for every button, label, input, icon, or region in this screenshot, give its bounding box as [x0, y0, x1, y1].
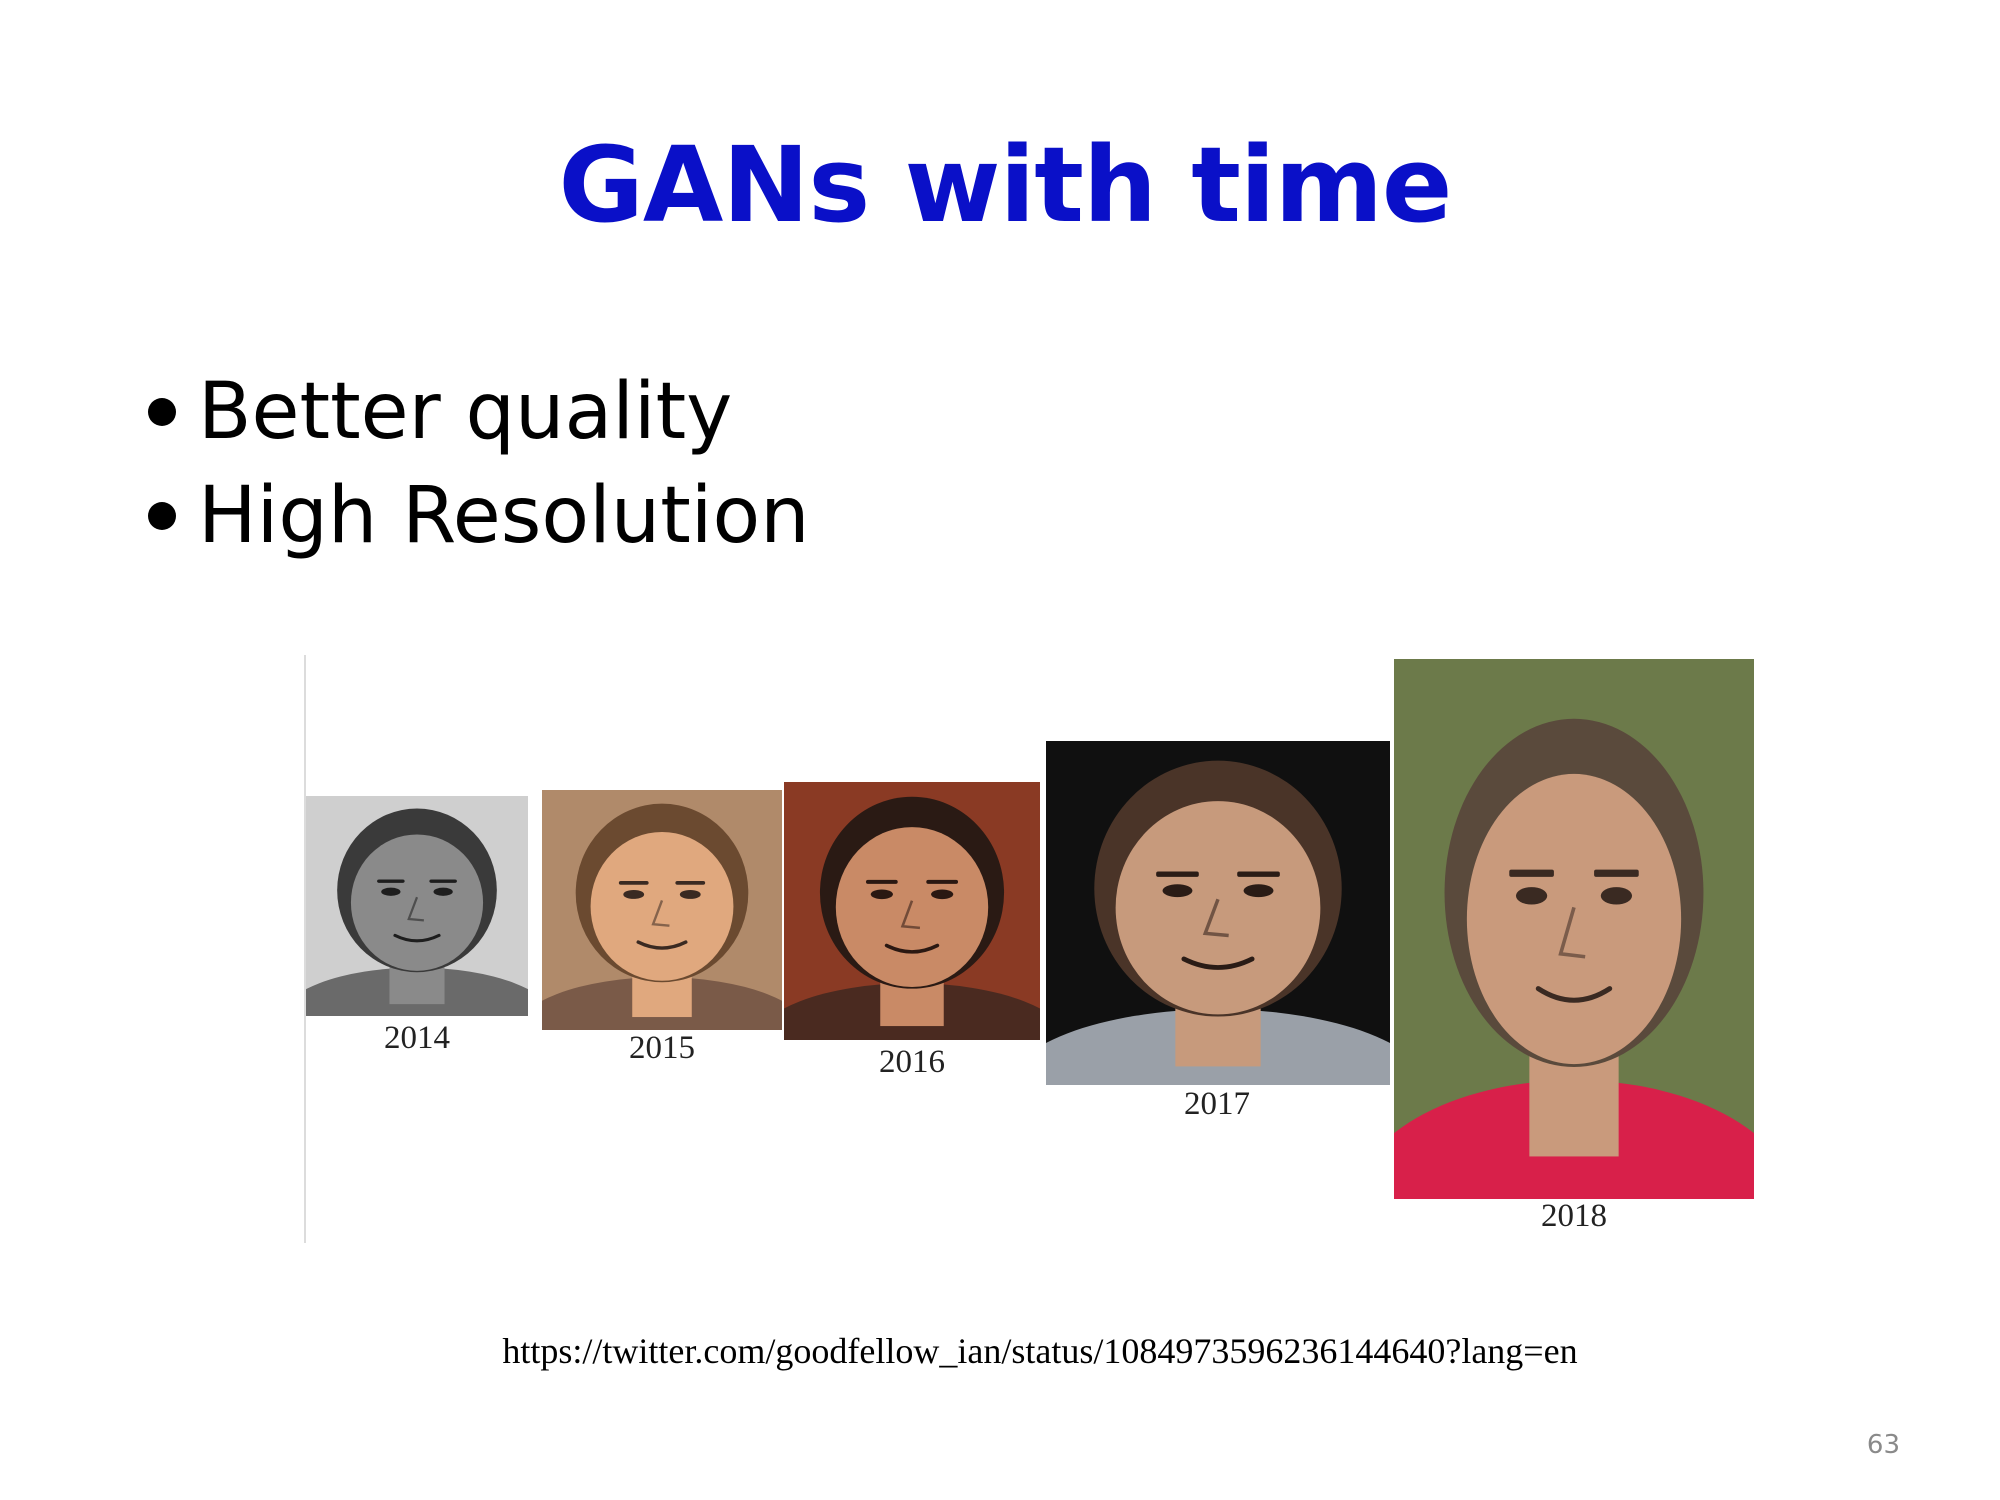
face-image-2014	[306, 796, 528, 1016]
face-eye	[623, 889, 645, 899]
face-nose	[407, 896, 424, 922]
face-drawing	[1046, 741, 1390, 1085]
face-nose	[651, 899, 670, 927]
face-eye	[1162, 884, 1193, 898]
face-mouth	[884, 943, 940, 954]
page-number: 63	[1866, 1430, 1900, 1460]
face-nose	[1558, 906, 1586, 959]
face-brow	[865, 879, 898, 884]
face-mouth	[393, 933, 441, 943]
figure-left-rule	[304, 655, 306, 1243]
face-drawing	[1394, 659, 1754, 1199]
face-brow	[377, 879, 405, 883]
face-drawing	[542, 790, 782, 1030]
face-head	[1115, 801, 1321, 1015]
face-drawing	[306, 796, 528, 1016]
year-label: 2016	[879, 1044, 945, 1080]
face-drawing	[784, 782, 1040, 1040]
face-eye	[433, 887, 453, 896]
bullet-text: Better quality	[198, 367, 733, 457]
face-head	[350, 834, 484, 971]
face-eye	[1515, 887, 1548, 905]
face-eye	[381, 887, 401, 896]
face-brow	[1594, 869, 1639, 877]
face-image-2017	[1046, 741, 1390, 1085]
face-mouth	[636, 940, 688, 950]
face-head	[835, 827, 989, 988]
face-brow	[429, 879, 457, 883]
face-brow	[1237, 871, 1280, 877]
bullet-item: Better quality	[148, 360, 810, 464]
face-eye	[931, 889, 954, 900]
source-link[interactable]: https://twitter.com/goodfellow_ian/statu…	[502, 1331, 1578, 1371]
bullet-dot-icon	[148, 502, 176, 530]
face-image-2015	[542, 790, 782, 1030]
year-label: 2015	[629, 1030, 695, 1066]
slide-title: GANs with time	[558, 124, 1453, 246]
year-label: 2017	[1184, 1086, 1250, 1122]
face-brow	[1156, 871, 1199, 877]
bullet-dot-icon	[148, 398, 176, 426]
face-brow	[1509, 869, 1554, 877]
year-label: 2014	[384, 1020, 450, 1056]
face-eye	[870, 889, 893, 900]
face-head	[590, 831, 734, 981]
face-eye	[1243, 884, 1274, 898]
face-mouth	[1181, 956, 1255, 970]
face-mouth	[1535, 986, 1613, 1003]
face-nose	[1202, 898, 1229, 938]
face-nose	[900, 900, 921, 930]
year-label: 2018	[1541, 1198, 1607, 1234]
bullet-list: Better quality High Resolution	[148, 360, 810, 568]
face-brow	[675, 881, 706, 885]
face-head	[1466, 773, 1682, 1065]
face-brow	[618, 881, 649, 885]
face-image-2018	[1394, 659, 1754, 1199]
face-eye	[1600, 887, 1633, 905]
bullet-item: High Resolution	[148, 464, 810, 568]
face-brow	[926, 879, 959, 884]
bullet-text: High Resolution	[198, 471, 810, 561]
face-image-2016	[784, 782, 1040, 1040]
face-eye	[679, 889, 701, 899]
